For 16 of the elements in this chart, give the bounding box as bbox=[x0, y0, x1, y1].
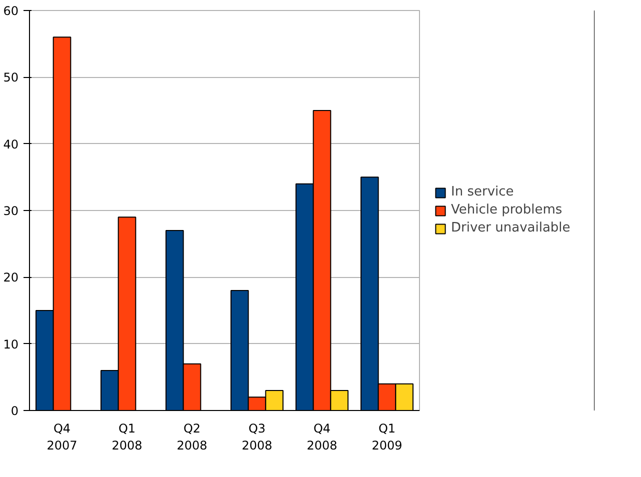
x-tick-label: Q1 2008 bbox=[112, 422, 142, 452]
legend-label: Vehicle problems bbox=[451, 202, 562, 218]
y-tick-label: 10 bbox=[3, 337, 19, 352]
x-tick-label: Q1 2009 bbox=[372, 422, 402, 452]
x-tick-label: Q4 2007 bbox=[46, 422, 78, 452]
x-tick-label: Q2 2008 bbox=[176, 422, 208, 452]
y-tick-label: 30 bbox=[3, 204, 19, 218]
legend-label: Driver unavailable bbox=[451, 220, 570, 236]
y-tick-label: 0 bbox=[10, 404, 19, 418]
y-tick-label: 60 bbox=[3, 4, 19, 18]
y-tick-label: 20 bbox=[3, 270, 19, 285]
legend-label: In service bbox=[451, 184, 514, 200]
x-tick-label: Q3 2008 bbox=[242, 422, 272, 452]
y-tick-label: 50 bbox=[3, 70, 19, 85]
x-tick-label: Q4 2008 bbox=[306, 422, 338, 452]
y-tick-label: 40 bbox=[3, 137, 19, 152]
